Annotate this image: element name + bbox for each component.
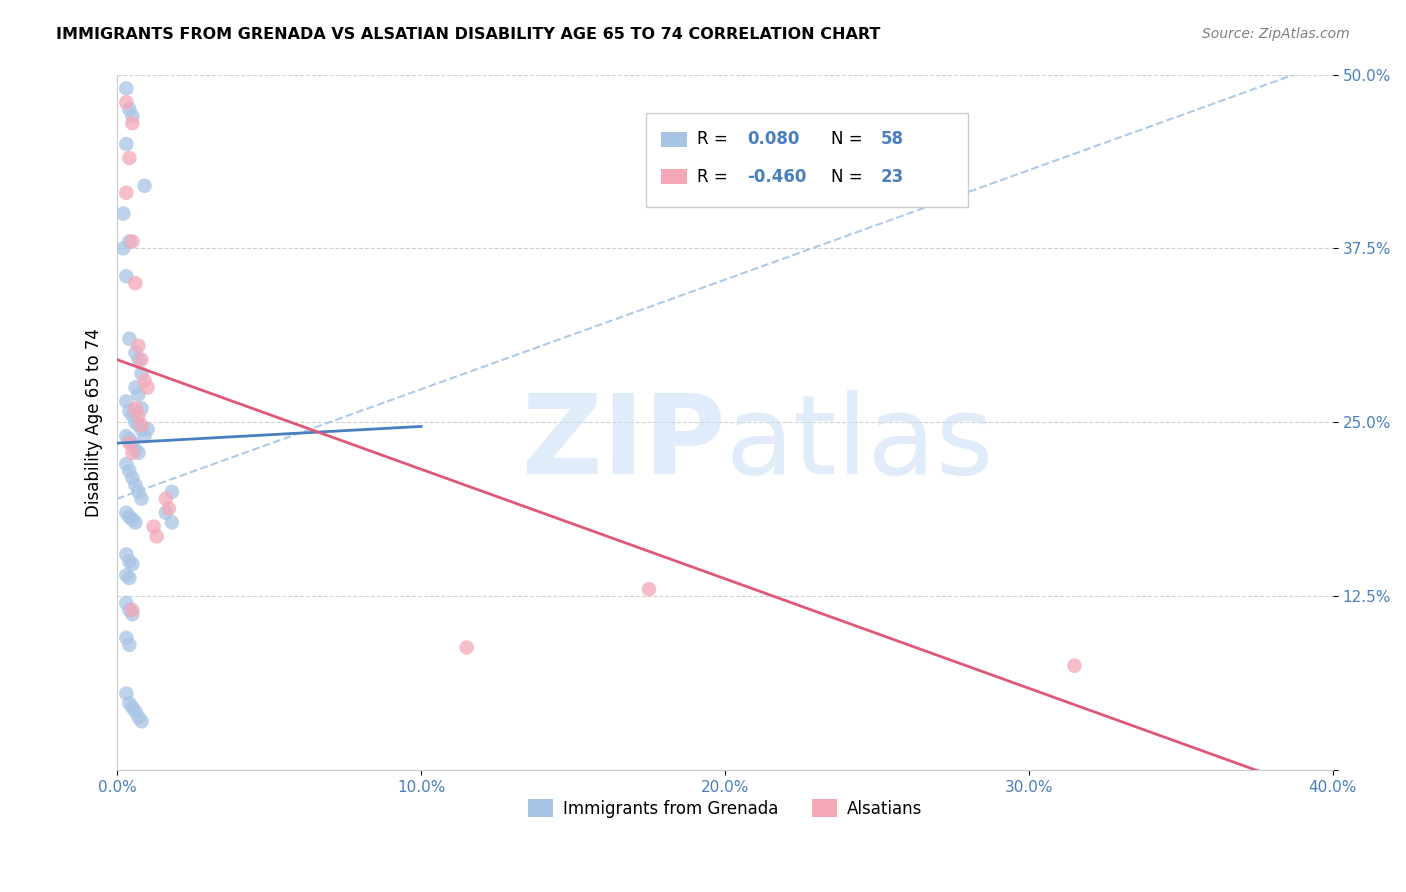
Point bbox=[127, 352, 149, 367]
Point bbox=[134, 429, 156, 443]
Point bbox=[118, 464, 141, 478]
Point bbox=[134, 374, 156, 388]
Point bbox=[115, 548, 138, 562]
Point bbox=[134, 178, 156, 193]
Point bbox=[136, 380, 159, 394]
Bar bbox=[661, 169, 688, 185]
Text: R =: R = bbox=[697, 130, 733, 148]
Point bbox=[118, 332, 141, 346]
Point bbox=[118, 103, 141, 117]
Text: atlas: atlas bbox=[725, 390, 994, 497]
Point bbox=[131, 352, 153, 367]
Point bbox=[124, 478, 146, 492]
Point bbox=[121, 471, 143, 485]
Point bbox=[118, 571, 141, 585]
Point bbox=[124, 380, 146, 394]
Point bbox=[118, 509, 141, 524]
Point bbox=[638, 582, 661, 597]
Text: 0.080: 0.080 bbox=[747, 130, 799, 148]
Point bbox=[121, 513, 143, 527]
Point bbox=[115, 394, 138, 409]
Legend: Immigrants from Grenada, Alsatians: Immigrants from Grenada, Alsatians bbox=[522, 793, 929, 824]
Point bbox=[127, 409, 149, 423]
Point bbox=[118, 432, 141, 446]
Point bbox=[115, 631, 138, 645]
Point bbox=[142, 519, 165, 533]
Point bbox=[115, 568, 138, 582]
Point bbox=[121, 557, 143, 571]
Point bbox=[118, 235, 141, 249]
Text: IMMIGRANTS FROM GRENADA VS ALSATIAN DISABILITY AGE 65 TO 74 CORRELATION CHART: IMMIGRANTS FROM GRENADA VS ALSATIAN DISA… bbox=[56, 27, 880, 42]
Point bbox=[124, 415, 146, 429]
Text: Source: ZipAtlas.com: Source: ZipAtlas.com bbox=[1202, 27, 1350, 41]
Point bbox=[115, 269, 138, 284]
Point bbox=[1063, 658, 1085, 673]
Point bbox=[121, 446, 143, 460]
Point bbox=[124, 516, 146, 530]
Point bbox=[127, 418, 149, 433]
Point bbox=[115, 186, 138, 200]
Point bbox=[115, 596, 138, 610]
Point bbox=[124, 443, 146, 458]
Point bbox=[160, 516, 183, 530]
Point bbox=[115, 457, 138, 471]
Point bbox=[115, 686, 138, 700]
Point bbox=[124, 705, 146, 719]
Point bbox=[121, 607, 143, 622]
Point bbox=[112, 206, 135, 220]
Point bbox=[118, 638, 141, 652]
Point bbox=[127, 710, 149, 724]
Text: -0.460: -0.460 bbox=[747, 168, 806, 186]
Point bbox=[124, 401, 146, 416]
Point bbox=[121, 700, 143, 714]
Point bbox=[118, 436, 141, 450]
Point bbox=[121, 235, 143, 249]
Point bbox=[118, 404, 141, 418]
Point bbox=[127, 387, 149, 401]
Point bbox=[115, 95, 138, 110]
Point bbox=[121, 109, 143, 123]
Point bbox=[131, 367, 153, 381]
Point bbox=[121, 436, 143, 450]
Point bbox=[157, 501, 180, 516]
Y-axis label: Disability Age 65 to 74: Disability Age 65 to 74 bbox=[86, 328, 103, 516]
Point bbox=[118, 151, 141, 165]
Point bbox=[131, 418, 153, 433]
Point bbox=[456, 640, 478, 655]
Point bbox=[115, 429, 138, 443]
Text: R =: R = bbox=[697, 168, 733, 186]
Point bbox=[136, 422, 159, 436]
Point bbox=[145, 529, 167, 543]
Text: ZIP: ZIP bbox=[522, 390, 725, 497]
Point bbox=[115, 506, 138, 520]
Point bbox=[124, 276, 146, 290]
Text: 23: 23 bbox=[880, 168, 904, 186]
Point bbox=[121, 116, 143, 130]
Bar bbox=[661, 131, 688, 147]
Point bbox=[121, 409, 143, 423]
Point bbox=[118, 554, 141, 568]
Text: N =: N = bbox=[831, 130, 868, 148]
Point bbox=[131, 491, 153, 506]
Point bbox=[115, 137, 138, 152]
Text: 58: 58 bbox=[880, 130, 904, 148]
Point bbox=[160, 484, 183, 499]
Point bbox=[127, 484, 149, 499]
Point bbox=[131, 714, 153, 729]
Point bbox=[131, 422, 153, 436]
Point bbox=[127, 339, 149, 353]
Point bbox=[112, 241, 135, 255]
Point bbox=[118, 603, 141, 617]
Point bbox=[155, 491, 177, 506]
Point bbox=[115, 81, 138, 95]
Point bbox=[155, 506, 177, 520]
Point bbox=[118, 696, 141, 710]
Point bbox=[131, 401, 153, 416]
Point bbox=[121, 603, 143, 617]
Point bbox=[127, 446, 149, 460]
Point bbox=[124, 345, 146, 359]
Text: N =: N = bbox=[831, 168, 868, 186]
Bar bbox=[645, 112, 969, 207]
